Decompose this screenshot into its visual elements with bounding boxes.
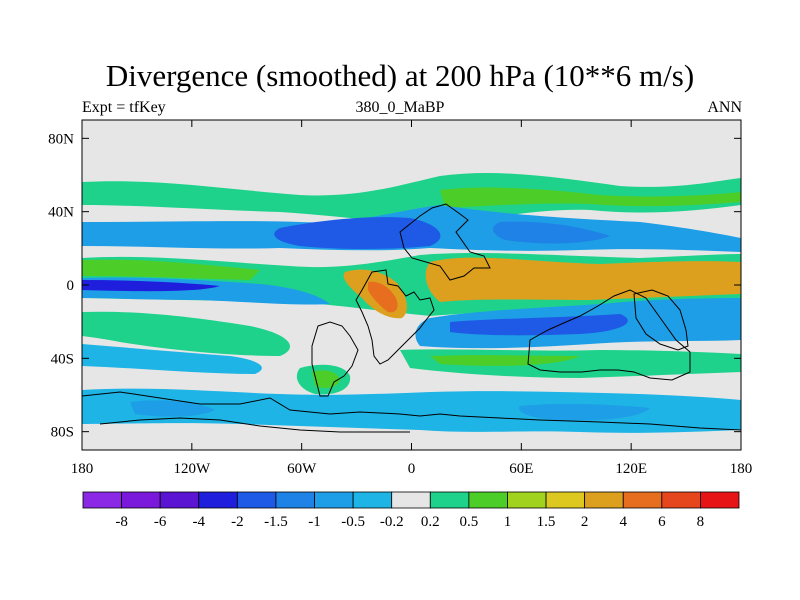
lon-tick-label: 60W xyxy=(287,461,317,477)
colorbar-swatch xyxy=(468,491,508,509)
colorbar-label: 4 xyxy=(619,514,627,530)
colorbar-swatch xyxy=(700,491,740,509)
colorbar-label: -0.2 xyxy=(380,514,404,530)
colorbar-label: -2 xyxy=(231,514,244,530)
lon-tick-label: 0 xyxy=(408,461,416,477)
coastline-asia-south xyxy=(527,289,691,381)
coastline-australia xyxy=(633,289,689,351)
colorbar-swatch xyxy=(661,491,701,509)
colorbar-swatch xyxy=(159,491,200,509)
lat-tick-label: 80N xyxy=(48,131,74,147)
coastline-africa xyxy=(355,269,435,365)
field-subtropical-negative-band xyxy=(82,344,262,374)
plot-title: Divergence (smoothed) at 200 hPa (10**6 … xyxy=(105,58,695,93)
colorbar-label: 0.2 xyxy=(421,514,440,530)
lon-tick-label: 60E xyxy=(509,461,533,477)
time-label: 380_0_MaBP xyxy=(355,99,445,116)
colorbar-label: -0.5 xyxy=(341,514,365,530)
colorbar-label: 1 xyxy=(504,514,512,530)
lon-tick-label: 180 xyxy=(730,461,753,477)
colorbar-swatch xyxy=(622,491,663,509)
colorbar-label: -8 xyxy=(115,514,128,530)
colorbar-label: -6 xyxy=(154,514,167,530)
lon-tick-label: 180 xyxy=(71,461,94,477)
colorbar-swatch xyxy=(391,491,431,509)
field-equatorial-negative-core xyxy=(82,280,220,292)
colorbar-label: 1.5 xyxy=(537,514,556,530)
coastline-europe-asia xyxy=(399,203,491,281)
colorbar-swatch xyxy=(429,491,470,509)
field-south-positive-core xyxy=(430,355,580,366)
field-north-negative-core xyxy=(274,217,441,249)
coastline-layer xyxy=(81,203,742,433)
coastline-south-america xyxy=(311,321,359,397)
colorbar-swatch xyxy=(507,491,547,509)
lat-tick-label: 40S xyxy=(51,351,74,367)
colorbar-swatch xyxy=(236,491,277,509)
field-equatorial-positive-mid xyxy=(82,259,260,280)
coastline-antarctica xyxy=(81,391,742,431)
field-north-positive-band xyxy=(82,173,741,225)
colorbar: -8 -6 -4 -2 -1.5 -1 -0.5 -0.2 0.2 0.5 1 1.5 2 4 6 8 xyxy=(82,491,740,530)
field-southern-negative-core xyxy=(450,314,628,336)
colorbar-swatch xyxy=(314,491,354,509)
field-equatorial-positive-strong xyxy=(425,257,741,302)
colorbar-swatch xyxy=(545,491,586,509)
colorbar-label: -1.5 xyxy=(264,514,288,530)
lat-tick-label: 40N xyxy=(48,205,74,221)
season-label: ANN xyxy=(707,99,742,116)
colorbar-swatch xyxy=(352,491,393,509)
colorbar-swatch xyxy=(198,491,238,509)
colorbar-swatch xyxy=(121,491,161,509)
lat-tick-label: 80S xyxy=(51,425,74,441)
colorbar-label: -1 xyxy=(308,514,321,530)
field-north-positive-core xyxy=(440,187,741,208)
colorbar-label: 6 xyxy=(658,514,666,530)
coastline-antarctica-2 xyxy=(99,417,410,433)
field-high-south-negative-core-2 xyxy=(130,400,215,417)
experiment-label: Expt = tfKey xyxy=(82,99,166,116)
colorbar-label: 2 xyxy=(581,514,589,530)
lat-tick-label: 0 xyxy=(67,278,75,294)
colorbar-label: 0.5 xyxy=(460,514,479,530)
field-north-negative-core-2 xyxy=(493,221,610,244)
field-atlantic-positive-peak xyxy=(368,281,398,313)
lon-tick-label: 120W xyxy=(173,461,211,477)
colorbar-label: -4 xyxy=(193,514,206,530)
lon-tick-label: 120E xyxy=(615,461,647,477)
axis-ticks: 80N 40N 0 40S 80S 180 120W 60W 0 60E 120E 180 xyxy=(48,120,752,477)
colorbar-swatch xyxy=(275,491,315,509)
colorbar-swatch xyxy=(584,491,624,509)
field-layer xyxy=(82,120,741,450)
field-high-south-negative xyxy=(82,388,741,433)
colorbar-label: 8 xyxy=(697,514,705,530)
field-high-south-negative-core xyxy=(519,403,650,421)
field-south-positive-band xyxy=(82,311,290,356)
colorbar-swatch xyxy=(82,491,122,509)
